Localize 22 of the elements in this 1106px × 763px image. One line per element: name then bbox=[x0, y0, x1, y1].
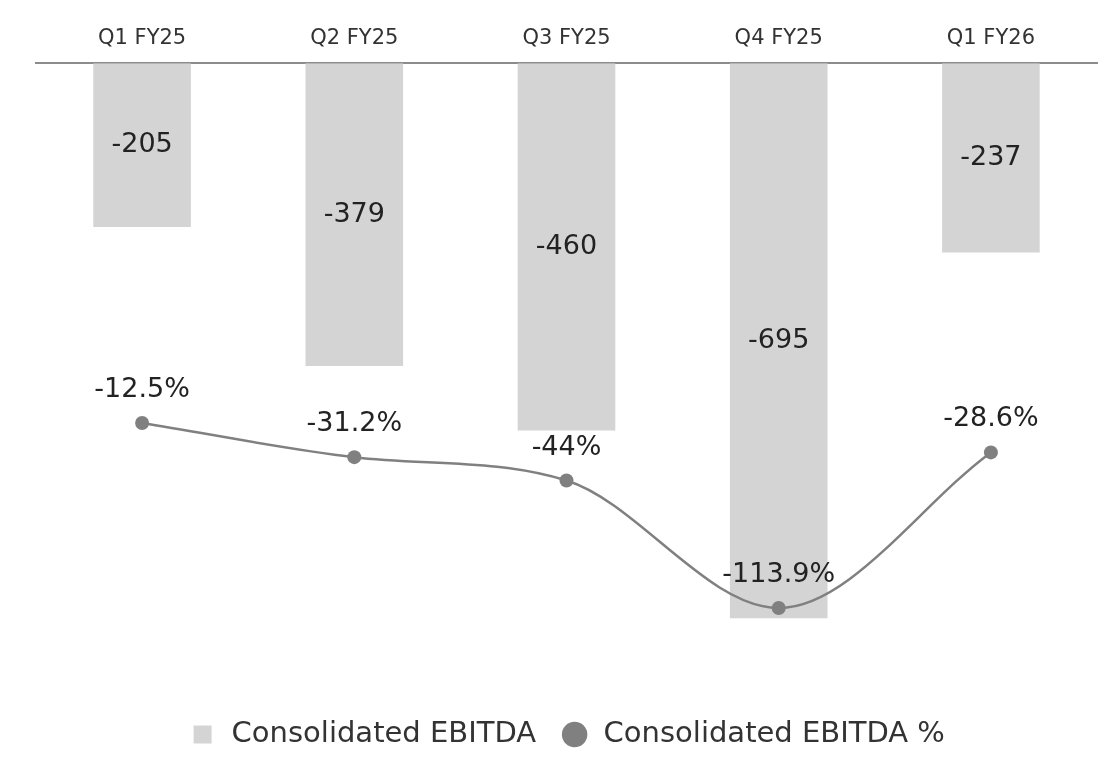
data-label: -205 bbox=[111, 127, 173, 159]
x-tick-label: Q1 FY25 bbox=[98, 25, 187, 50]
legend-label: Consolidated EBITDA % bbox=[603, 715, 945, 750]
data-label: -44% bbox=[531, 429, 602, 461]
point bbox=[347, 450, 362, 465]
data-label: -28.6% bbox=[943, 401, 1039, 433]
data-label: -12.5% bbox=[94, 372, 190, 404]
point bbox=[135, 416, 150, 431]
data-label: -695 bbox=[748, 322, 810, 354]
point bbox=[771, 600, 786, 615]
data-label: -379 bbox=[323, 196, 385, 228]
data-label: -460 bbox=[535, 228, 598, 260]
point bbox=[559, 473, 574, 488]
point bbox=[983, 445, 998, 460]
x-tick-label: Q1 FY26 bbox=[946, 25, 1035, 50]
x-tick-label: Q3 FY25 bbox=[522, 25, 611, 50]
data-label: -237 bbox=[960, 139, 1022, 171]
x-tick-label: Q2 FY25 bbox=[310, 25, 399, 50]
data-label: -113.9% bbox=[722, 556, 836, 588]
data-label: -31.2% bbox=[306, 406, 403, 438]
legend-label: Consolidated EBITDA bbox=[231, 715, 537, 750]
x-tick-label: Q4 FY25 bbox=[734, 25, 823, 50]
